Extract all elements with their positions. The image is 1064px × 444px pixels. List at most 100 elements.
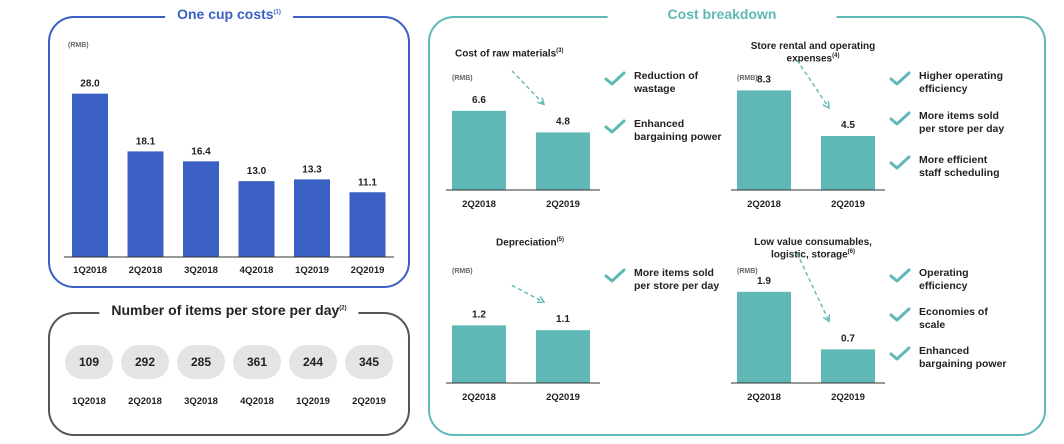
- items-count-pill: 361: [233, 345, 281, 379]
- checkmark-icon: [604, 268, 626, 283]
- reason-label: More efficient staff scheduling: [919, 154, 1000, 180]
- value-label: 1.9: [757, 276, 771, 287]
- reason-label: More items sold per store per day: [919, 110, 1005, 136]
- trend-arrow-line: [511, 284, 545, 303]
- value-label: 1.1: [556, 314, 570, 325]
- one-cup-unit-label: (RMB): [68, 42, 89, 49]
- checkmark-icon: [604, 119, 626, 134]
- checkmark-icon: [889, 155, 911, 170]
- items-quarter-label: 1Q2018: [72, 396, 106, 407]
- checkmark-icon-shape: [889, 155, 911, 170]
- panel-title: Store rental and operating expenses(4): [750, 41, 876, 65]
- checkmark-icon-shape: [604, 71, 626, 86]
- bar-2Q2018: [127, 151, 164, 257]
- cost-breakdown-title-wrap: Cost breakdown: [607, 6, 837, 22]
- category-label: 2Q2019: [546, 392, 580, 403]
- bar-2Q2018: [737, 291, 791, 383]
- checkmark-icon: [604, 71, 626, 86]
- items-per-store-title: Number of items per store per day: [111, 302, 340, 318]
- panel-bar-chart: 1.2 2Q2018 1.1 2Q2019: [446, 284, 600, 403]
- items-quarter-label: 3Q2018: [184, 396, 218, 407]
- bar-2Q2019: [821, 349, 875, 383]
- bar-1Q2019: [294, 179, 330, 257]
- reason-item: Operating efficiency: [887, 267, 969, 293]
- category-label: 2Q2019: [831, 392, 865, 403]
- checkmark-icon-shape: [889, 268, 911, 283]
- category-label: 1Q2019: [295, 265, 329, 276]
- panel-bar-chart: 1.9 2Q2018 0.7 2Q2019: [731, 252, 885, 403]
- reason-item: Economies of scale: [887, 306, 988, 332]
- bar-2Q2019: [536, 132, 590, 190]
- reason-label: Operating efficiency: [919, 267, 969, 293]
- reason-item: More items sold per store per day: [602, 267, 719, 293]
- reason-item: More efficient staff scheduling: [887, 154, 1000, 180]
- items-count-pill: 345: [345, 345, 393, 379]
- trend-arrow-line: [796, 252, 830, 322]
- panel-title: Depreciation(5): [496, 237, 564, 249]
- panel-title-footnote: (4): [832, 53, 840, 59]
- reason-item: More items sold per store per day: [887, 110, 1004, 136]
- value-label: 4.8: [556, 116, 570, 127]
- items-count-pill: 285: [177, 345, 225, 379]
- trend-arrow-line: [511, 70, 545, 105]
- bar-2Q2018: [737, 90, 791, 190]
- items-quarter-label: 4Q2018: [240, 396, 274, 407]
- checkmark-icon-shape: [889, 346, 911, 361]
- reason-item: Higher operating efficiency: [887, 70, 1003, 96]
- value-label: 1.2: [472, 309, 486, 320]
- bar-2Q2019: [536, 330, 590, 383]
- checkmark-icon: [889, 71, 911, 86]
- checkmark-icon-shape: [889, 307, 911, 322]
- one-cup-costs-title: One cup costs: [177, 6, 274, 22]
- panel-unit-label: (RMB): [452, 75, 473, 82]
- category-label: 1Q2018: [73, 265, 107, 276]
- category-label: 2Q2019: [546, 199, 580, 210]
- value-label: 13.3: [302, 164, 322, 175]
- items-quarter-label: 2Q2018: [128, 396, 162, 407]
- value-label: 13.0: [247, 166, 267, 177]
- category-label: 2Q2019: [831, 199, 865, 210]
- trend-arrow-head: [537, 97, 546, 106]
- items-per-store-footnote: (2): [339, 305, 347, 312]
- panel-bar-chart: 6.6 2Q2018 4.8 2Q2019: [446, 70, 600, 210]
- one-cup-costs-chart: 28.0 1Q2018 18.1 2Q2018 16.4 3Q2018 13.0 4Q2018…: [64, 79, 394, 276]
- panel-title-footnote: (3): [556, 48, 564, 54]
- bar-3Q2018: [183, 161, 219, 257]
- panel-title-footnote: (6): [847, 249, 856, 255]
- reason-label: Reduction of wastage: [634, 70, 699, 96]
- reason-label: More items sold per store per day: [634, 267, 720, 293]
- cost-breakdown-title: Cost breakdown: [667, 6, 777, 22]
- checkmark-icon-shape: [604, 119, 626, 134]
- panel-unit-label: (RMB): [452, 268, 473, 275]
- one-cup-costs-title-wrap: One cup costs(1): [165, 6, 293, 22]
- checkmark-icon: [889, 111, 911, 126]
- reason-label: Higher operating efficiency: [919, 70, 1004, 96]
- bar-2Q2019: [821, 136, 875, 190]
- reason-label: Economies of scale: [919, 306, 988, 332]
- checkmark-icon: [889, 346, 911, 361]
- value-label: 28.0: [80, 79, 100, 90]
- checkmark-icon: [889, 307, 911, 322]
- reason-item: Enhanced bargaining power: [887, 345, 1007, 371]
- category-label: 2Q2019: [351, 265, 385, 276]
- value-label: 16.4: [191, 146, 211, 157]
- reason-label: Enhanced bargaining power: [634, 118, 722, 144]
- panel-unit-label: (RMB): [737, 75, 758, 82]
- value-label: 11.1: [358, 177, 377, 188]
- reason-label: Enhanced bargaining power: [919, 345, 1007, 371]
- panel-title-footnote: (5): [556, 237, 564, 243]
- checkmark-icon-shape: [604, 268, 626, 283]
- panel-title: Low value consumables, logistic, storage…: [754, 237, 872, 261]
- items-quarter-label: 1Q2019: [296, 396, 330, 407]
- value-label: 4.5: [841, 120, 855, 131]
- one-cup-costs-footnote: (1): [273, 9, 281, 16]
- bar-2Q2018: [452, 110, 506, 190]
- category-label: 2Q2018: [747, 392, 781, 403]
- items-count-pill: 244: [289, 345, 337, 379]
- items-count-pill: 292: [121, 345, 169, 379]
- bar-2Q2018: [452, 325, 506, 383]
- panel-unit-label: (RMB): [737, 268, 758, 275]
- panel-bar-chart: 8.3 2Q2018 4.5 2Q2019: [731, 59, 885, 210]
- category-label: 2Q2018: [462, 199, 496, 210]
- value-label: 0.7: [841, 333, 855, 344]
